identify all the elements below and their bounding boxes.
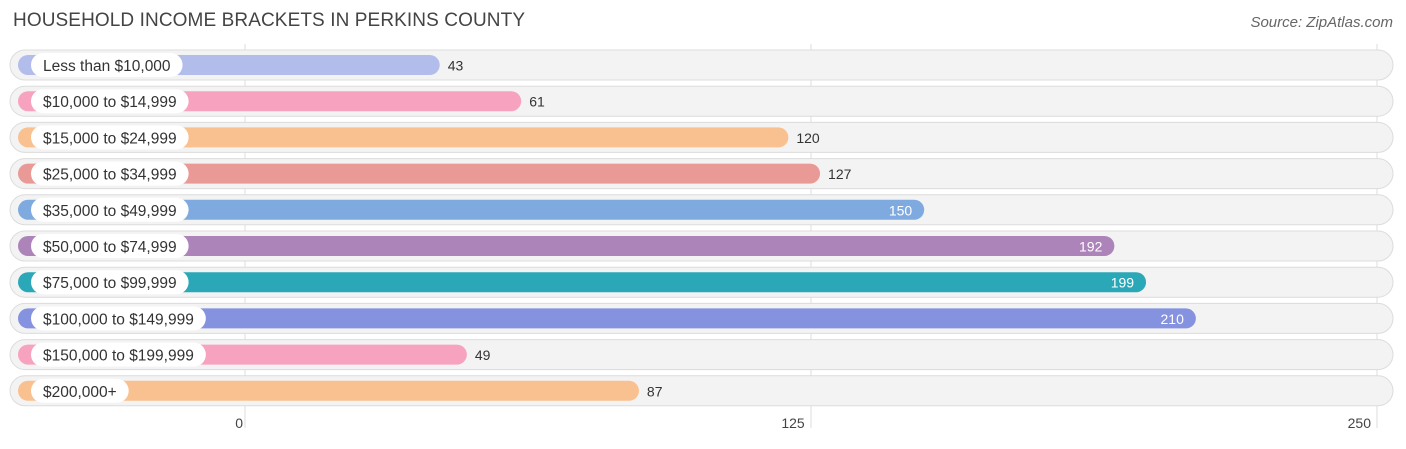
bar-rows: Less than $10,000 43$10,000 to $14,999 61$… [9, 49, 1394, 407]
value-label: 199 [1111, 275, 1135, 291]
bar [18, 199, 925, 220]
value-label: 120 [796, 130, 820, 146]
value-label: 210 [1161, 311, 1185, 327]
value-label: 49 [475, 347, 491, 363]
source-label: Source: ZipAtlas.com [1250, 14, 1393, 31]
category-label-pill [31, 197, 189, 222]
category-label-pill [31, 125, 189, 150]
chart-title: HOUSEHOLD INCOME BRACKETS IN PERKINS COU… [13, 10, 526, 31]
bar-row: $25,000 to $34,999 127 [9, 158, 1394, 190]
x-tick-label: 250 [1348, 415, 1372, 431]
bar [18, 380, 639, 401]
category-label: $10,000 to $14,999 [43, 94, 177, 111]
bar [18, 272, 1147, 293]
bar-row: $15,000 to $24,999 120 [9, 121, 1394, 153]
bar-row: $100,000 to $149,999 210 [9, 302, 1394, 334]
value-label: 127 [828, 166, 852, 182]
value-label: 43 [448, 58, 464, 74]
x-tick-label: 125 [781, 415, 805, 431]
bar [18, 127, 789, 148]
value-label: 150 [889, 202, 913, 218]
value-label: 87 [647, 383, 663, 399]
category-label-pill [31, 378, 129, 403]
category-label-pill [31, 306, 206, 331]
bar-row: $50,000 to $74,999 192 [9, 230, 1394, 262]
bar [18, 163, 821, 184]
x-tick-label: 0 [235, 415, 243, 431]
bar-row: $150,000 to $199,999 49 [9, 339, 1394, 371]
category-label-pill [31, 53, 183, 77]
bar-row: Less than $10,000 43 [9, 49, 1394, 81]
category-label: Less than $10,000 [43, 58, 171, 75]
bar-row: $10,000 to $14,999 61 [9, 85, 1394, 117]
value-label: 192 [1079, 239, 1103, 255]
category-label-pill [31, 342, 206, 367]
bar [18, 236, 1115, 256]
category-label: $50,000 to $74,999 [43, 239, 177, 256]
category-label: $25,000 to $34,999 [43, 167, 177, 184]
category-label: $100,000 to $149,999 [43, 311, 194, 328]
category-label: $35,000 to $49,999 [43, 203, 177, 220]
category-label: $75,000 to $99,999 [43, 275, 177, 292]
category-label: $150,000 to $199,999 [43, 348, 194, 365]
bar [18, 308, 1196, 329]
value-label: 61 [529, 94, 545, 110]
category-label-pill [31, 270, 189, 295]
category-label: $200,000+ [43, 384, 117, 401]
bar-row: $200,000+ 87 [9, 375, 1394, 407]
category-label-pill [31, 161, 189, 186]
category-label-pill [31, 89, 189, 114]
bar-row: $75,000 to $99,999 199 [9, 266, 1394, 298]
category-label: $15,000 to $24,999 [43, 130, 177, 147]
bar-row: $35,000 to $49,999 150 [9, 194, 1394, 226]
x-axis-ticks: 0 125 250 [235, 415, 1371, 431]
category-label-pill [31, 234, 189, 258]
